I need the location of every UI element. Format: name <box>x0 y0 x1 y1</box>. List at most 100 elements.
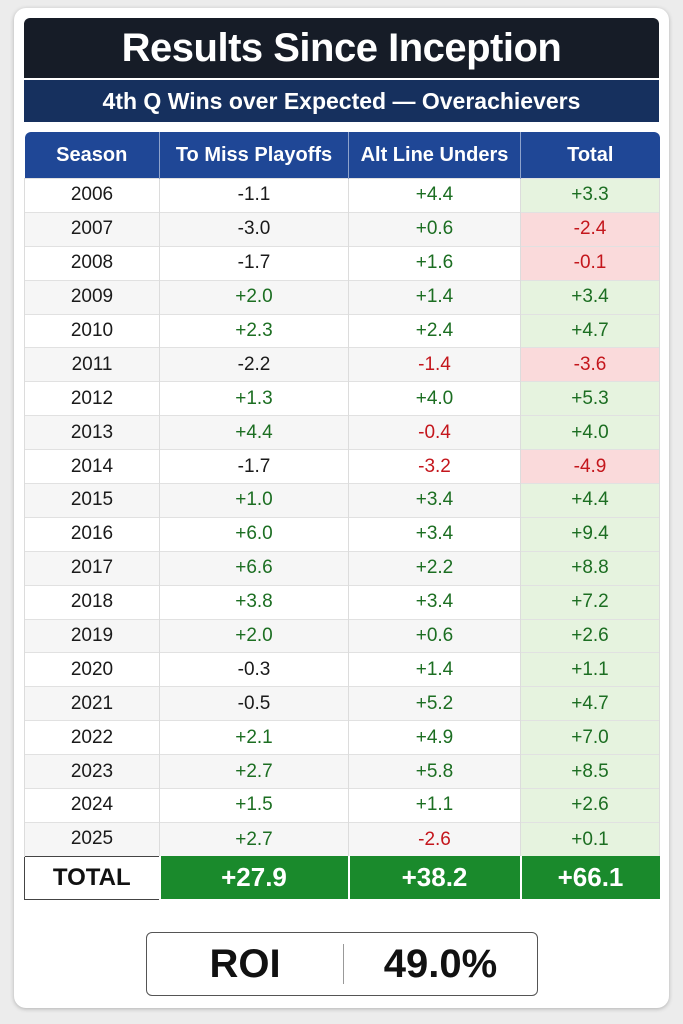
to-miss-playoffs-cell: +3.8 <box>159 584 349 620</box>
total-cell: +5.3 <box>520 381 660 416</box>
alt-line-unders-cell: +3.4 <box>348 584 521 620</box>
roi-box: ROI 49.0% <box>146 932 538 996</box>
alt-line-unders-cell: +1.4 <box>348 279 521 315</box>
total-cell: -2.4 <box>520 211 660 247</box>
season-cell: 2025 <box>24 821 160 857</box>
total-cell: +4.7 <box>520 686 660 721</box>
alt-line-unders-cell: +4.0 <box>348 381 521 416</box>
total-cell: -3.6 <box>520 347 660 382</box>
table-row: 2012 +1.3 +4.0 +5.3 <box>24 381 660 416</box>
table-row: 2019 +2.0 +0.6 +2.6 <box>24 618 660 653</box>
table-row: 2025 +2.7 -2.6 +0.1 <box>24 821 660 857</box>
season-cell: 2023 <box>24 754 160 789</box>
alt-line-unders-cell: -1.4 <box>348 347 521 382</box>
table-row: 2020 -0.3 +1.4 +1.1 <box>24 652 660 687</box>
roi-value: 49.0% <box>383 941 498 986</box>
to-miss-playoffs-cell: -3.0 <box>159 211 349 247</box>
season-cell: 2016 <box>24 516 160 552</box>
season-cell: 2007 <box>24 211 160 247</box>
total-cell: +3.3 <box>520 178 660 213</box>
season-cell: 2017 <box>24 550 160 586</box>
roi-label: ROI <box>209 941 281 986</box>
total-cell: +7.2 <box>520 584 660 620</box>
to-miss-playoffs-cell: -1.7 <box>159 245 349 281</box>
total-cell: +9.4 <box>520 516 660 552</box>
to-miss-playoffs-cell: +1.0 <box>159 483 349 518</box>
alt-line-unders-cell: +3.4 <box>348 516 521 552</box>
total-cell: +4.4 <box>520 483 660 518</box>
alt-line-unders-cell: +3.4 <box>348 483 521 518</box>
alt-line-unders-cell: -0.4 <box>348 415 521 450</box>
to-miss-playoffs-cell: -1.1 <box>159 178 349 213</box>
alt-line-unders-cell: -3.2 <box>348 449 521 484</box>
totals-to-miss-playoffs: +27.9 <box>158 856 349 900</box>
table-row: 2013 +4.4 -0.4 +4.0 <box>24 415 660 450</box>
table-row: 2022 +2.1 +4.9 +7.0 <box>24 720 660 755</box>
page-title: Results Since Inception <box>24 18 659 78</box>
total-cell: +4.0 <box>520 415 660 450</box>
alt-line-unders-cell: +4.4 <box>348 178 521 213</box>
to-miss-playoffs-cell: +6.0 <box>159 516 349 552</box>
season-cell: 2020 <box>24 652 160 687</box>
season-cell: 2009 <box>24 279 160 315</box>
total-cell: +8.8 <box>520 550 660 586</box>
column-header-total: Total <box>520 132 660 179</box>
to-miss-playoffs-cell: +4.4 <box>159 415 349 450</box>
results-table: Season To Miss Playoffs Alt Line Unders … <box>24 132 660 900</box>
alt-line-unders-cell: +1.6 <box>348 245 521 281</box>
total-cell: -0.1 <box>520 245 660 281</box>
alt-line-unders-cell: +1.4 <box>348 652 521 687</box>
to-miss-playoffs-cell: +2.1 <box>159 720 349 755</box>
to-miss-playoffs-cell: +6.6 <box>159 550 349 586</box>
table-row: 2024 +1.5 +1.1 +2.6 <box>24 788 660 823</box>
table-row: 2010 +2.3 +2.4 +4.7 <box>24 313 660 348</box>
season-cell: 2015 <box>24 483 160 518</box>
to-miss-playoffs-cell: -2.2 <box>159 347 349 382</box>
season-cell: 2010 <box>24 313 160 348</box>
alt-line-unders-cell: +5.2 <box>348 686 521 721</box>
to-miss-playoffs-cell: +2.3 <box>159 313 349 348</box>
total-cell: +0.1 <box>520 821 660 857</box>
column-header-season: Season <box>24 132 160 179</box>
total-cell: +3.4 <box>520 279 660 315</box>
to-miss-playoffs-cell: -0.3 <box>159 652 349 687</box>
alt-line-unders-cell: +4.9 <box>348 720 521 755</box>
table-row: 2014 -1.7 -3.2 -4.9 <box>24 449 660 484</box>
alt-line-unders-cell: +2.4 <box>348 313 521 348</box>
to-miss-playoffs-cell: +2.0 <box>159 279 349 315</box>
season-cell: 2014 <box>24 449 160 484</box>
table-row: 2008 -1.7 +1.6 -0.1 <box>24 245 660 281</box>
season-cell: 2021 <box>24 686 160 721</box>
total-cell: +2.6 <box>520 788 660 823</box>
to-miss-playoffs-cell: -1.7 <box>159 449 349 484</box>
table-row: 2018 +3.8 +3.4 +7.2 <box>24 584 660 620</box>
alt-line-unders-cell: +5.8 <box>348 754 521 789</box>
column-header-alt-line-unders: Alt Line Unders <box>348 132 521 179</box>
table-row: 2009 +2.0 +1.4 +3.4 <box>24 279 660 315</box>
alt-line-unders-cell: +0.6 <box>348 618 521 653</box>
alt-line-unders-cell: +0.6 <box>348 211 521 247</box>
table-row: 2023 +2.7 +5.8 +8.5 <box>24 754 660 789</box>
page-subtitle: 4th Q Wins over Expected — Overachievers <box>24 80 659 122</box>
total-cell: +8.5 <box>520 754 660 789</box>
total-cell: -4.9 <box>520 449 660 484</box>
totals-alt-line-unders: +38.2 <box>347 856 521 900</box>
season-cell: 2012 <box>24 381 160 416</box>
totals-row: TOTAL +27.9 +38.2 +66.1 <box>24 855 660 900</box>
alt-line-unders-cell: -2.6 <box>348 821 521 857</box>
season-cell: 2024 <box>24 788 160 823</box>
to-miss-playoffs-cell: +1.5 <box>159 788 349 823</box>
alt-line-unders-cell: +1.1 <box>348 788 521 823</box>
season-cell: 2022 <box>24 720 160 755</box>
to-miss-playoffs-cell: +1.3 <box>159 381 349 416</box>
table-row: 2015 +1.0 +3.4 +4.4 <box>24 483 660 518</box>
to-miss-playoffs-cell: -0.5 <box>159 686 349 721</box>
table-header-row: Season To Miss Playoffs Alt Line Unders … <box>24 132 660 179</box>
table-row: 2006 -1.1 +4.4 +3.3 <box>24 178 660 213</box>
table-row: 2021 -0.5 +5.2 +4.7 <box>24 686 660 721</box>
to-miss-playoffs-cell: +2.7 <box>159 821 349 857</box>
season-cell: 2011 <box>24 347 160 382</box>
season-cell: 2018 <box>24 584 160 620</box>
to-miss-playoffs-cell: +2.7 <box>159 754 349 789</box>
total-cell: +1.1 <box>520 652 660 687</box>
